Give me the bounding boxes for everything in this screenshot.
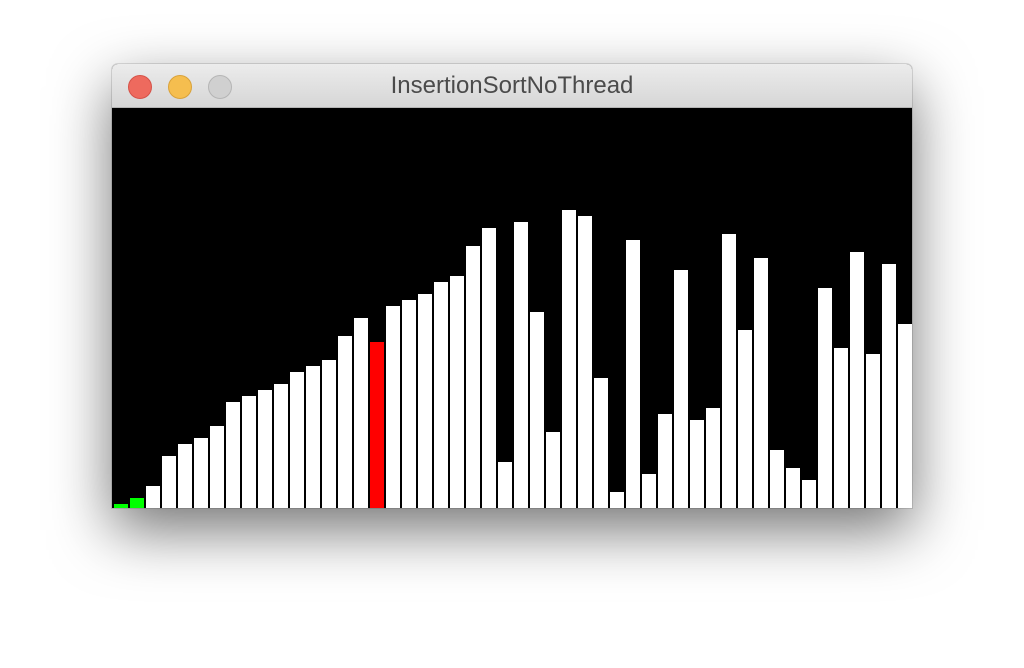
- bar-43: [802, 480, 816, 508]
- bar-47: [866, 354, 880, 508]
- bar-17: [386, 306, 400, 508]
- bar-45: [834, 348, 848, 508]
- bar-5: [194, 438, 208, 508]
- bar-11: [290, 372, 304, 508]
- bar-26: [530, 312, 544, 508]
- bar-6: [210, 426, 224, 508]
- bar-9: [258, 390, 272, 508]
- bar-13: [322, 360, 336, 508]
- bar-0: [114, 504, 128, 508]
- bar-46: [850, 252, 864, 508]
- bar-12: [306, 366, 320, 508]
- bar-48: [882, 264, 896, 508]
- bar-35: [674, 270, 688, 508]
- bar-19: [418, 294, 432, 508]
- minimize-window-button[interactable]: [168, 75, 192, 99]
- bar-40: [754, 258, 768, 508]
- bar-14: [338, 336, 352, 508]
- bar-32: [626, 240, 640, 508]
- bar-44: [818, 288, 832, 508]
- bar-16: [370, 342, 384, 508]
- bar-33: [642, 474, 656, 508]
- bar-21: [450, 276, 464, 508]
- bar-30: [594, 378, 608, 508]
- sort-visualization-canvas: [112, 108, 912, 508]
- bar-10: [274, 384, 288, 508]
- bar-29: [578, 216, 592, 508]
- title-bar[interactable]: InsertionSortNoThread: [112, 64, 912, 108]
- bar-3: [162, 456, 176, 508]
- zoom-window-button[interactable]: [208, 75, 232, 99]
- bar-42: [786, 468, 800, 508]
- bar-34: [658, 414, 672, 508]
- app-window: InsertionSortNoThread: [112, 64, 912, 508]
- bar-37: [706, 408, 720, 508]
- bar-15: [354, 318, 368, 508]
- bar-27: [546, 432, 560, 508]
- bar-25: [514, 222, 528, 508]
- bar-31: [610, 492, 624, 508]
- bar-4: [178, 444, 192, 508]
- bar-36: [690, 420, 704, 508]
- bar-23: [482, 228, 496, 508]
- bar-22: [466, 246, 480, 508]
- bar-2: [146, 486, 160, 508]
- bar-8: [242, 396, 256, 508]
- bar-1: [130, 498, 144, 508]
- bar-7: [226, 402, 240, 508]
- bar-49: [898, 324, 912, 508]
- bar-41: [770, 450, 784, 508]
- close-window-button[interactable]: [128, 75, 152, 99]
- bar-39: [738, 330, 752, 508]
- bar-20: [434, 282, 448, 508]
- bar-28: [562, 210, 576, 508]
- bar-18: [402, 300, 416, 508]
- bar-24: [498, 462, 512, 508]
- window-title: InsertionSortNoThread: [390, 72, 634, 99]
- bar-chart: [114, 210, 912, 508]
- bar-38: [722, 234, 736, 508]
